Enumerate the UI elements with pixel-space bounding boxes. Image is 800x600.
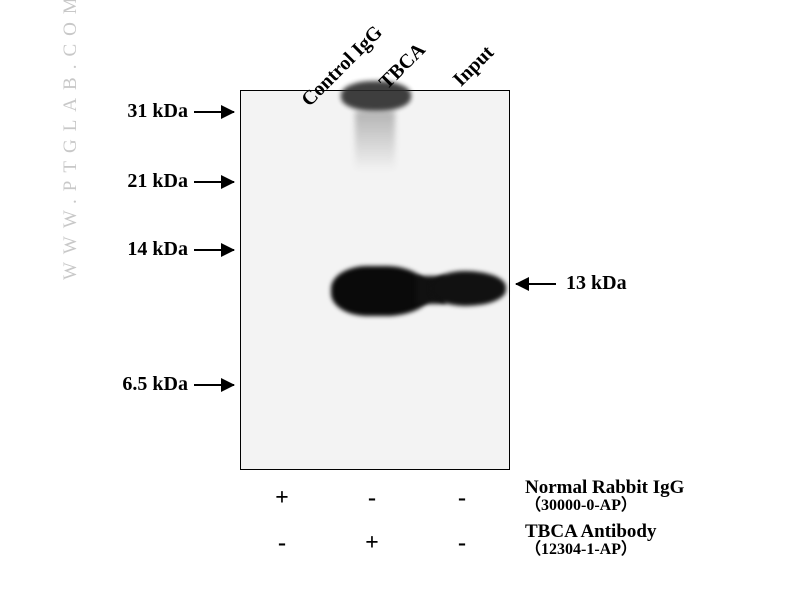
ab-r1-cat: （30000-0-AP） [525,498,684,515]
band-lane3 [431,271,506,306]
pm-r2-l3: - [447,530,477,557]
arrow-right-icon [194,384,234,386]
arrow-left-icon [516,283,556,285]
pm-r2-l1: - [267,530,297,557]
marker-14kda-label: 14 kDa [113,238,188,261]
detected-band-label: 13 kDa [516,272,627,295]
watermark-text: WWW.PTGLAB.COM [60,0,82,280]
arrow-right-icon [194,249,234,251]
pm-r1-l3: - [447,485,477,512]
marker-21kda-label: 21 kDa [113,170,188,193]
marker-6-5kda-label: 6.5 kDa [113,373,188,396]
marker-14kda: 14 kDa [113,238,234,261]
lane-label-input: Input [449,41,499,91]
detected-band-text: 13 kDa [566,272,627,295]
band-smear [355,111,395,171]
figure-container: WWW.PTGLAB.COM Control IgG TBCA Input 31… [0,0,800,600]
arrow-right-icon [194,181,234,183]
ab-r1-name: Normal Rabbit IgG [525,477,684,498]
band-13kda [331,266,506,316]
ab-label-normal-rabbit-igg: Normal Rabbit IgG （30000-0-AP） [525,478,684,515]
pm-r1-l2: - [357,485,387,512]
arrow-right-icon [194,111,234,113]
pm-r2-l2: + [357,530,387,557]
marker-31kda: 31 kDa [113,100,234,123]
pm-r1-l1: + [267,485,297,512]
marker-6-5kda: 6.5 kDa [113,373,234,396]
marker-31kda-label: 31 kDa [113,100,188,123]
blot-membrane [240,90,510,470]
ab-r2-name: TBCA Antibody [525,521,656,542]
ab-r2-cat: （12304-1-AP） [525,542,656,559]
marker-21kda: 21 kDa [113,170,234,193]
ab-label-tbca-antibody: TBCA Antibody （12304-1-AP） [525,522,656,559]
band-high-mw [341,81,411,111]
